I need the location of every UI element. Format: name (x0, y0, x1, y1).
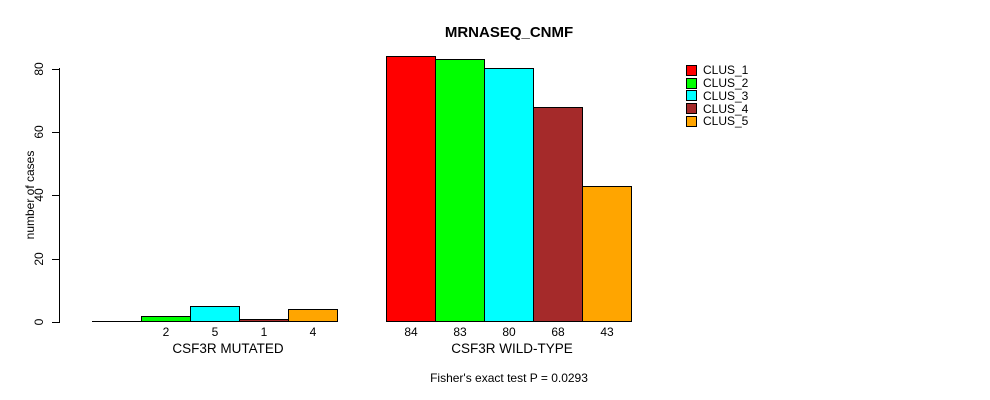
legend-item-clus-3: CLUS_3 (686, 90, 748, 103)
y-tick-label: 80 (32, 62, 46, 76)
group-label-csf3r-mutated: CSF3R MUTATED (172, 341, 284, 356)
legend-label: CLUS_2 (703, 76, 749, 91)
legend-swatch-clus-1-icon (686, 64, 697, 76)
bar-clus-5-csf3r-wild-type (582, 186, 632, 322)
bar-value-label: 1 (260, 325, 268, 339)
y-tick-label: 0 (32, 318, 46, 326)
legend-item-clus-5: CLUS_5 (686, 115, 748, 128)
legend-item-clus-1: CLUS_1 (686, 64, 748, 77)
footnote-pvalue: Fisher's exact test P = 0.0293 (430, 371, 588, 385)
y-tick-label: 20 (32, 252, 46, 266)
y-tick-label: 60 (32, 125, 46, 139)
bar-clus-4-csf3r-wild-type (533, 107, 583, 322)
bar-clus-5-csf3r-mutated (288, 309, 338, 322)
legend-swatch-clus-3-icon (686, 90, 697, 102)
legend-swatch-clus-4-icon (686, 103, 697, 115)
legend-swatch-clus-5-icon (686, 115, 697, 127)
legend-item-clus-2: CLUS_2 (686, 77, 748, 90)
bar-value-label: 68 (551, 325, 565, 339)
legend-swatch-clus-2-icon (686, 77, 697, 89)
bar-clus-3-csf3r-wild-type (484, 68, 534, 322)
bar-clus-1-csf3r-wild-type (386, 56, 436, 322)
bar-value-label: 4 (309, 325, 317, 339)
legend-label: CLUS_5 (703, 114, 749, 129)
y-tick-label: 40 (32, 188, 46, 202)
bar-clus-4-csf3r-mutated (239, 319, 289, 322)
y-tick-mark (52, 322, 59, 323)
bar-clus-2-csf3r-mutated (141, 316, 191, 322)
y-tick-mark (52, 132, 59, 133)
y-tick-mark (52, 69, 59, 70)
bar-value-label: 84 (404, 325, 418, 339)
bar-value-label: 2 (162, 325, 170, 339)
legend-label: CLUS_4 (703, 101, 749, 116)
legend-label: CLUS_3 (703, 88, 749, 103)
chart-title: MRNASEQ_CNMF (444, 24, 574, 41)
legend-item-clus-4: CLUS_4 (686, 102, 748, 115)
legend-label: CLUS_1 (703, 63, 749, 78)
bar-clus-3-csf3r-mutated (190, 306, 240, 322)
bar-clus-2-csf3r-wild-type (435, 59, 485, 322)
y-tick-mark (52, 195, 59, 196)
bar-value-label: 43 (600, 325, 614, 339)
y-tick-mark (52, 259, 59, 260)
bar-value-label: 83 (453, 325, 467, 339)
bar-value-label: 80 (502, 325, 516, 339)
bar-clus-1-csf3r-mutated (92, 321, 142, 322)
legend: CLUS_1 CLUS_2 CLUS_3 CLUS_4 CLUS_5 (686, 64, 748, 128)
bar-value-label: 5 (211, 325, 219, 339)
y-axis-line (59, 68, 60, 323)
group-label-csf3r-wild-type: CSF3R WILD-TYPE (451, 341, 573, 356)
